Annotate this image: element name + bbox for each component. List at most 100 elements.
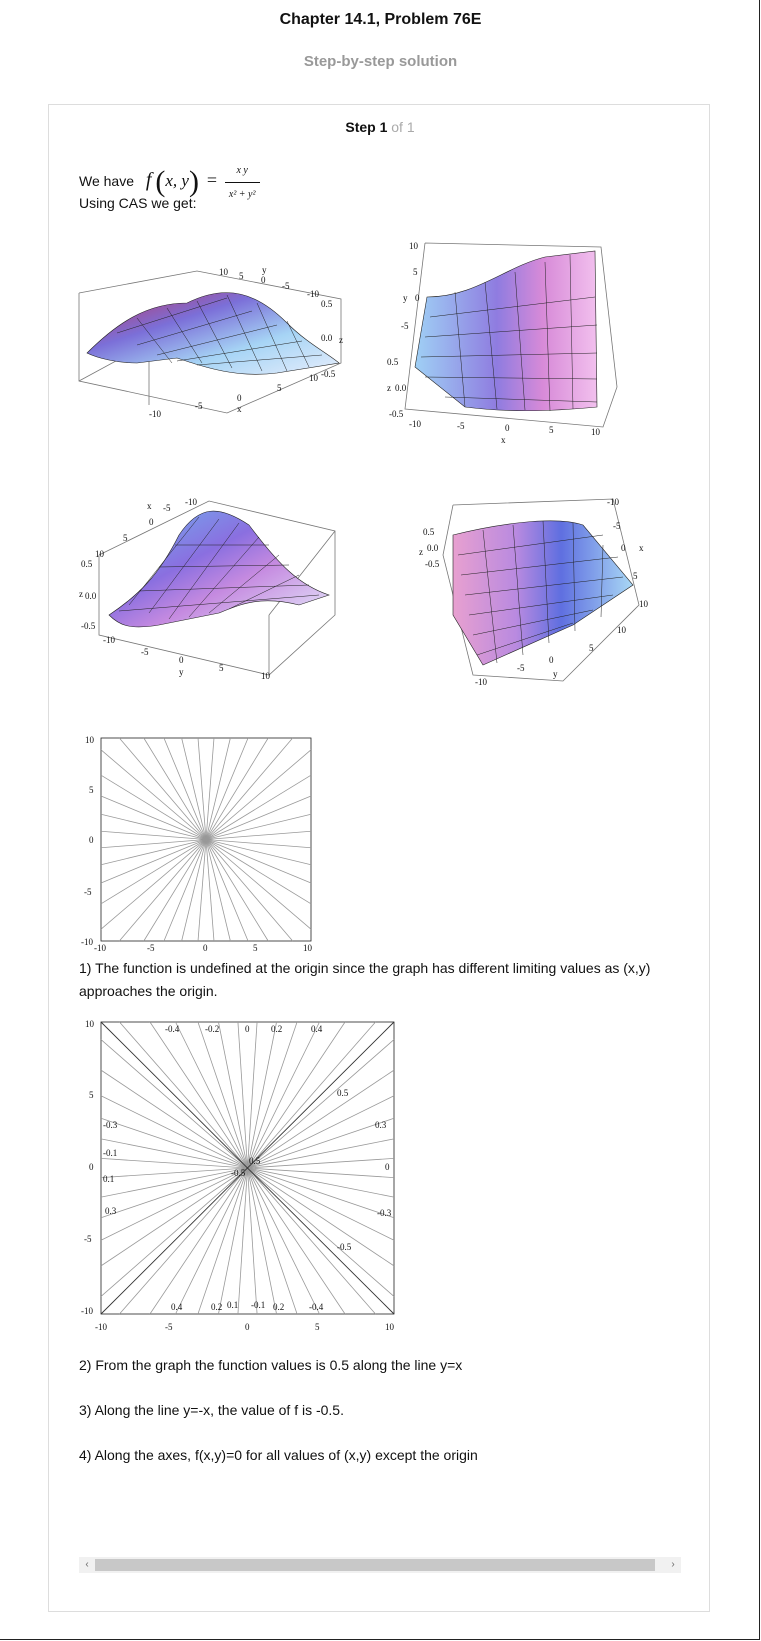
statement-1: 1) The function is undefined at the orig… (79, 960, 651, 999)
contour2-yticks: 10 5 0 -5 -10 (81, 1019, 95, 1316)
p4-x-label: x (639, 543, 644, 553)
fraction: x y x² + y² (224, 159, 260, 206)
c1-xtick: -10 (94, 943, 106, 953)
p4-tick: -5 (517, 663, 525, 673)
p1-ztick: 0.5 (321, 299, 333, 309)
p2-tick: 0 (415, 293, 420, 303)
p4-tick: 10 (617, 625, 627, 635)
p1-ztick: 0.0 (321, 333, 333, 343)
p3-tick: 10 (261, 671, 271, 681)
c2-level: -0.2 (205, 1024, 219, 1034)
c2-xtick: 10 (385, 1322, 395, 1332)
p1-tick: 5 (239, 271, 244, 281)
p4-tick: 5 (633, 571, 638, 581)
p3-y-label: y (179, 667, 184, 677)
contour-plot-1: 10 5 0 -5 -10 -10 -5 0 5 10 (81, 735, 313, 953)
p3-z-label: z (79, 589, 83, 599)
plot2-ticks: 10 5 y 0 -5 0.5 z 0.0 -0.5 -10 -5 0 x 5 … (387, 241, 601, 445)
contour2-xticks: -10 -5 0 5 10 (95, 1322, 395, 1332)
p1-tick: 10 (309, 373, 319, 383)
p2-z-label: z (387, 383, 391, 393)
c2-level: -0.5 (231, 1168, 246, 1178)
horizontal-scrollbar[interactable]: ‹ › (79, 1557, 681, 1573)
step-indicator: Step 1 of 1 (49, 119, 711, 135)
p2-tick: 10 (591, 427, 601, 437)
c2-xtick: 0 (245, 1322, 250, 1332)
p3-tick: -5 (163, 503, 171, 513)
p1-tick: -10 (307, 289, 319, 299)
c2-xtick: 5 (315, 1322, 320, 1332)
p1-z-label: z (339, 335, 343, 345)
p4-tick: -10 (607, 497, 619, 507)
p3-tick: -5 (141, 647, 149, 657)
p2-y-label: y (403, 293, 408, 303)
c2-ytick: -10 (81, 1306, 93, 1316)
plot4-ticks: -10 -5 0 x 5 10 0.5 z 0.0 -0.5 10 5 0 y … (419, 497, 649, 687)
p4-tick: 5 (589, 643, 594, 653)
step-label: Step 1 (345, 119, 388, 135)
fn-denominator: x² + y² (228, 189, 256, 200)
c1-xtick: -5 (147, 943, 155, 953)
contour-line (100, 830, 312, 849)
paren-open: ( (155, 165, 166, 199)
c2-level: 0 (245, 1024, 250, 1034)
p3-ztick: 0.5 (81, 559, 93, 569)
p2-ztick: -0.5 (389, 409, 404, 419)
p1-tick: -10 (149, 409, 161, 419)
surface-plot-1: -10 -5 0 5 10 x 10 5 0 -5 -10 y 0.5 0.0 … (78, 265, 343, 419)
contour2-level-labels: -0.4 -0.2 0 0.2 0.4 0.4 0.2 0.1 -0.1 0.2… (103, 1024, 392, 1312)
scroll-left-icon[interactable]: ‹ (85, 1559, 89, 1570)
c2-level: -0.3 (103, 1120, 118, 1130)
p3-tick: -10 (103, 635, 115, 645)
statement-4: 4) Along the axes, f(x,y)=0 for all valu… (79, 1447, 478, 1463)
c1-ytick: 10 (85, 735, 95, 745)
p1-ztick: -0.5 (321, 369, 336, 379)
p4-tick: -5 (613, 521, 621, 531)
c2-level: 0.5 (249, 1156, 261, 1166)
p3-ztick: 0.0 (85, 591, 97, 601)
contour1-rays (100, 737, 312, 942)
statement-3: 3) Along the line y=-x, the value of f i… (79, 1402, 344, 1418)
c1-xtick: 0 (203, 943, 208, 953)
surface-plot-2: 10 5 y 0 -5 0.5 z 0.0 -0.5 -10 -5 0 x 5 … (387, 241, 618, 445)
c1-ytick: -5 (84, 887, 92, 897)
p2-tick: 0 (505, 423, 510, 433)
c2-level: 0.2 (211, 1302, 222, 1312)
p3-tick: 0 (149, 517, 154, 527)
p2-tick: 5 (549, 425, 554, 435)
p1-x-label: x (237, 404, 242, 414)
c2-level: -0.4 (309, 1302, 324, 1312)
p3-ztick: -0.5 (81, 621, 96, 631)
surface-plot-3: -10 x -5 0 5 10 0.5 z 0.0 -0.5 -10 -5 0 … (79, 497, 336, 681)
p4-tick: 10 (639, 599, 649, 609)
page-title: Chapter 14.1, Problem 76E (279, 11, 482, 28)
c2-ytick: 5 (89, 1090, 94, 1100)
p2-tick: -5 (401, 321, 409, 331)
page-subtitle: Step-by-step solution (303, 53, 458, 70)
p2-ztick: 0.5 (387, 357, 399, 367)
formula-line: We have f (x, y) = x y x² + y² (79, 159, 260, 206)
c2-xtick: -5 (165, 1322, 173, 1332)
step-of: of 1 (391, 119, 415, 135)
c2-ytick: 0 (89, 1162, 94, 1172)
c2-level: 0.4 (171, 1302, 183, 1312)
c1-xtick: 10 (303, 943, 313, 953)
c2-level: -0.1 (251, 1300, 265, 1310)
scrollbar-thumb[interactable] (95, 1559, 655, 1571)
c2-ytick: 10 (85, 1019, 95, 1029)
p2-ztick: 0.0 (395, 383, 407, 393)
c2-level: 0.4 (311, 1024, 323, 1034)
p2-tick: -5 (457, 421, 465, 431)
p4-z-label: z (419, 547, 423, 557)
surface-plot-4: -10 -5 0 x 5 10 0.5 z 0.0 -0.5 10 5 0 y … (419, 497, 649, 687)
p4-y-label: y (553, 669, 558, 679)
c2-level: 0 (385, 1162, 390, 1172)
contour-plot-2: 10 5 0 -5 -10 -10 -5 0 5 10 -0.4 -0.2 0 … (81, 1019, 395, 1332)
c2-level: 0.1 (103, 1174, 114, 1184)
p3-tick: 5 (219, 663, 224, 673)
c1-ytick: -10 (81, 937, 93, 947)
c2-level: 0.2 (273, 1302, 284, 1312)
p4-ztick: -0.5 (425, 559, 440, 569)
p2-tick: 10 (409, 241, 419, 251)
scroll-right-icon[interactable]: › (671, 1559, 675, 1570)
